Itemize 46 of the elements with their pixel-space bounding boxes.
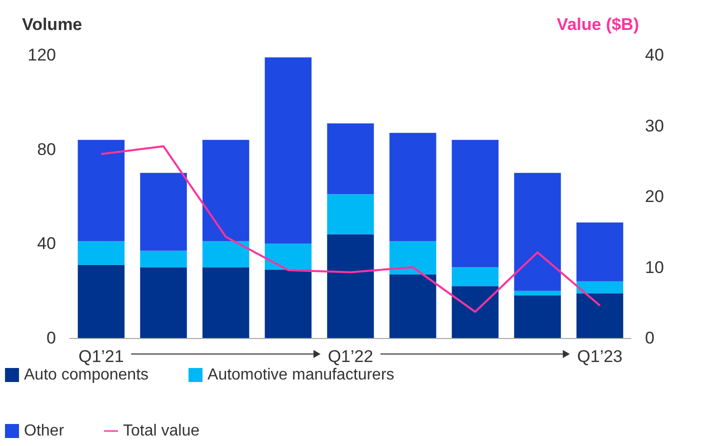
y2-tick-label: 20 <box>645 187 664 206</box>
x-tick-label: Q1’21 <box>78 347 124 366</box>
y2-tick-label: 0 <box>645 328 654 348</box>
bar <box>514 290 561 296</box>
bar <box>202 267 250 338</box>
bar <box>327 123 374 194</box>
y-tick-label: 0 <box>46 328 56 348</box>
bar <box>576 293 624 338</box>
y2-tick-label: 10 <box>645 258 664 277</box>
y2-tick-label: 30 <box>645 116 664 136</box>
bar <box>140 250 187 268</box>
bar <box>264 57 312 244</box>
legend-label: Auto components <box>24 366 149 384</box>
bar <box>514 296 561 338</box>
y-tick-label: 120 <box>28 46 56 64</box>
bar <box>140 267 187 338</box>
legend-label: Total value <box>123 422 200 440</box>
bar <box>264 244 312 270</box>
bar <box>202 140 250 242</box>
x-tick-label: Q1’23 <box>577 347 623 366</box>
bar <box>327 234 374 338</box>
bar <box>514 172 561 291</box>
bar <box>452 286 499 338</box>
bar <box>78 140 125 242</box>
x-tick-label: Q1’22 <box>328 347 374 366</box>
bar <box>576 281 624 294</box>
line-series <box>100 145 601 313</box>
y2-tick-label: 40 <box>645 46 664 64</box>
bar <box>452 140 499 268</box>
legend-label: Automotive manufacturers <box>208 366 394 384</box>
y-axis-title: Volume <box>22 15 82 34</box>
bar <box>78 241 125 265</box>
y2-axis-title: Value ($B) <box>556 15 639 34</box>
y-tick-label: 40 <box>37 234 56 254</box>
legend-label: Other <box>24 422 65 440</box>
bar <box>78 264 125 338</box>
bar <box>264 270 312 338</box>
bar <box>327 194 374 234</box>
bar <box>140 172 187 251</box>
bar <box>202 241 250 268</box>
bar <box>389 241 436 274</box>
bar <box>576 222 624 282</box>
bar <box>452 267 499 286</box>
bar <box>389 274 436 338</box>
y-tick-label: 80 <box>37 140 56 159</box>
bar <box>389 132 436 242</box>
